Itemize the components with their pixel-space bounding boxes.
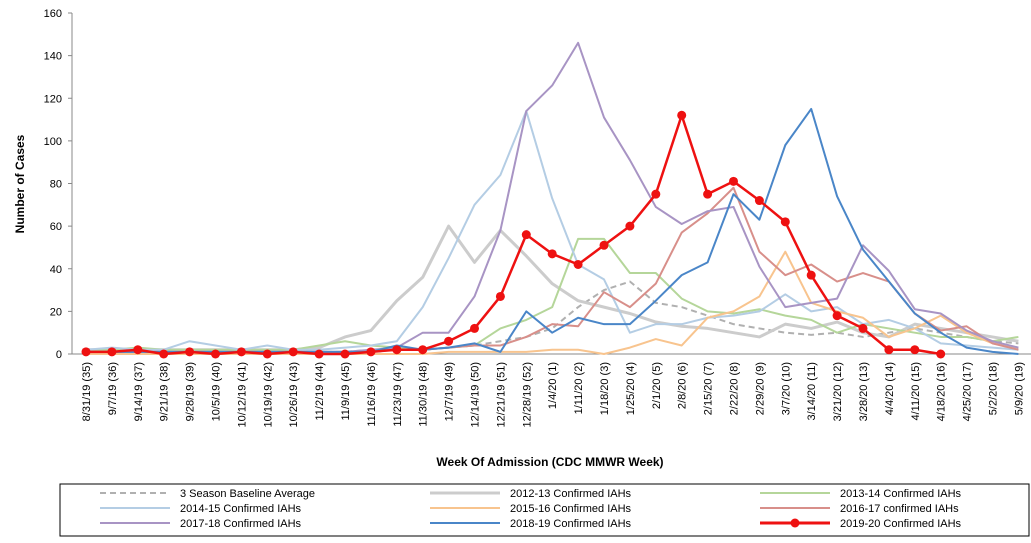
x-tick-label: 10/12/19 (41) — [236, 362, 248, 427]
series-marker — [366, 347, 376, 357]
legend-box — [59, 483, 1030, 537]
x-tick-label: 2/29/20 (9) — [754, 362, 766, 415]
x-tick-label: 2/15/20 (7) — [703, 362, 715, 415]
y-tick-label: 120 — [44, 93, 62, 105]
series-marker — [495, 291, 505, 301]
series-line — [86, 107, 1019, 355]
series-marker — [392, 345, 402, 355]
x-tick-label: 2/8/20 (6) — [677, 362, 689, 409]
series-marker — [703, 189, 713, 199]
series-marker — [262, 349, 272, 359]
series-line — [86, 224, 1019, 352]
x-axis-title: Week Of Admission (CDC MMWR Week) — [436, 455, 663, 469]
legend-label: 2012-13 Confirmed IAHs — [510, 488, 632, 500]
x-tick-label: 8/31/19 (35) — [81, 362, 93, 421]
series-line — [85, 110, 1019, 351]
y-tick-label: 0 — [56, 349, 62, 361]
x-tick-label: 1/11/20 (2) — [573, 362, 585, 414]
y-tick-label: 160 — [44, 8, 62, 20]
series-marker — [418, 345, 428, 355]
x-tick-label: 3/14/20 (11) — [806, 362, 818, 421]
series-marker — [133, 345, 143, 355]
x-tick-label: 3/7/20 (10) — [780, 362, 792, 415]
y-tick-label: 40 — [50, 264, 62, 276]
x-tick-label: 9/7/19 (36) — [107, 362, 119, 415]
x-tick-label: 1/4/20 (1) — [547, 362, 559, 409]
x-tick-label: 9/28/19 (39) — [185, 362, 197, 421]
y-tick-label: 140 — [44, 51, 62, 63]
legend-label: 2019-20 Confirmed IAHs — [840, 518, 962, 530]
x-tick-label: 12/21/19 (51) — [495, 362, 507, 427]
x-tick-label: 11/23/19 (47) — [392, 362, 404, 427]
series-marker — [81, 347, 91, 357]
series-marker — [107, 347, 117, 357]
series-marker — [780, 217, 790, 227]
legend-label: 2018-19 Confirmed IAHs — [510, 518, 632, 530]
y-tick-label: 60 — [50, 221, 62, 233]
x-tick-label: 4/11/20 (15) — [910, 362, 922, 421]
x-tick-label: 4/18/20 (16) — [936, 362, 948, 421]
x-tick-label: 9/14/19 (37) — [133, 362, 145, 421]
x-tick-label: 12/7/19 (49) — [444, 362, 456, 421]
x-tick-label: 5/2/20 (18) — [988, 362, 1000, 415]
x-tick-label: 1/25/20 (4) — [625, 362, 637, 415]
series-marker — [470, 323, 479, 333]
legend-label: 2015-16 Confirmed IAHs — [510, 503, 632, 515]
y-axis-title: Number of Cases — [13, 134, 27, 233]
series-marker — [185, 347, 195, 357]
series-marker — [806, 270, 816, 280]
x-tick-label: 12/14/19 (50) — [470, 362, 482, 427]
x-tick-label: 12/28/19 (52) — [521, 362, 533, 427]
legend-label: 2013-14 Confirmed IAHs — [840, 488, 962, 500]
x-tick-label: 1/18/20 (3) — [599, 362, 611, 415]
x-tick-label: 3/21/20 (12) — [832, 362, 844, 421]
legend-label: 2014-15 Confirmed IAHs — [180, 503, 302, 515]
x-tick-label: 2/22/20 (8) — [729, 362, 741, 415]
series-marker — [936, 349, 946, 359]
series-marker — [754, 196, 764, 206]
series-marker — [625, 221, 635, 231]
series-marker — [547, 249, 557, 259]
x-tick-label: 3/28/20 (13) — [858, 362, 870, 421]
series-marker — [832, 311, 842, 321]
legend-label: 2017-18 Confirmed IAHs — [180, 518, 302, 530]
x-tick-label: 5/9/20 (19) — [1013, 362, 1025, 415]
x-tick-label: 4/25/20 (17) — [962, 362, 974, 421]
x-tick-label: 9/21/19 (38) — [159, 362, 171, 421]
y-tick-label: 100 — [44, 136, 62, 148]
x-tick-label: 11/9/19 (45) — [340, 362, 352, 421]
x-tick-label: 10/26/19 (43) — [288, 362, 300, 427]
series-marker — [858, 323, 868, 333]
series-marker — [521, 230, 531, 240]
legend-marker — [790, 518, 800, 528]
series-marker — [573, 259, 583, 269]
x-tick-label: 10/19/19 (42) — [262, 362, 274, 427]
series-line — [86, 114, 941, 356]
series-marker — [599, 240, 609, 250]
x-tick-label: 2/1/20 (5) — [651, 362, 663, 409]
series-marker — [651, 189, 661, 199]
series-marker — [677, 110, 687, 120]
series-marker — [910, 345, 920, 355]
x-tick-label: 11/2/19 (44) — [314, 362, 326, 421]
series-marker — [444, 336, 454, 346]
legend-label: 2016-17 confirmed IAHs — [840, 503, 959, 515]
series-marker — [884, 345, 894, 355]
x-tick-label: 11/16/19 (46) — [366, 362, 378, 427]
y-tick-label: 80 — [50, 179, 62, 191]
series-marker — [729, 176, 738, 186]
y-tick-label: 20 — [50, 306, 62, 318]
legend-label: 3 Season Baseline Average — [180, 488, 315, 500]
series-marker — [211, 349, 220, 359]
series-marker — [340, 349, 350, 359]
series-marker — [288, 347, 298, 357]
x-tick-label: 10/5/19 (40) — [211, 362, 223, 421]
series-line — [86, 250, 1019, 355]
series-marker — [159, 349, 169, 359]
x-tick-label: 4/4/20 (14) — [884, 362, 896, 415]
series-marker — [314, 349, 324, 359]
series-marker — [236, 347, 246, 357]
x-tick-label: 11/30/19 (48) — [418, 362, 430, 427]
